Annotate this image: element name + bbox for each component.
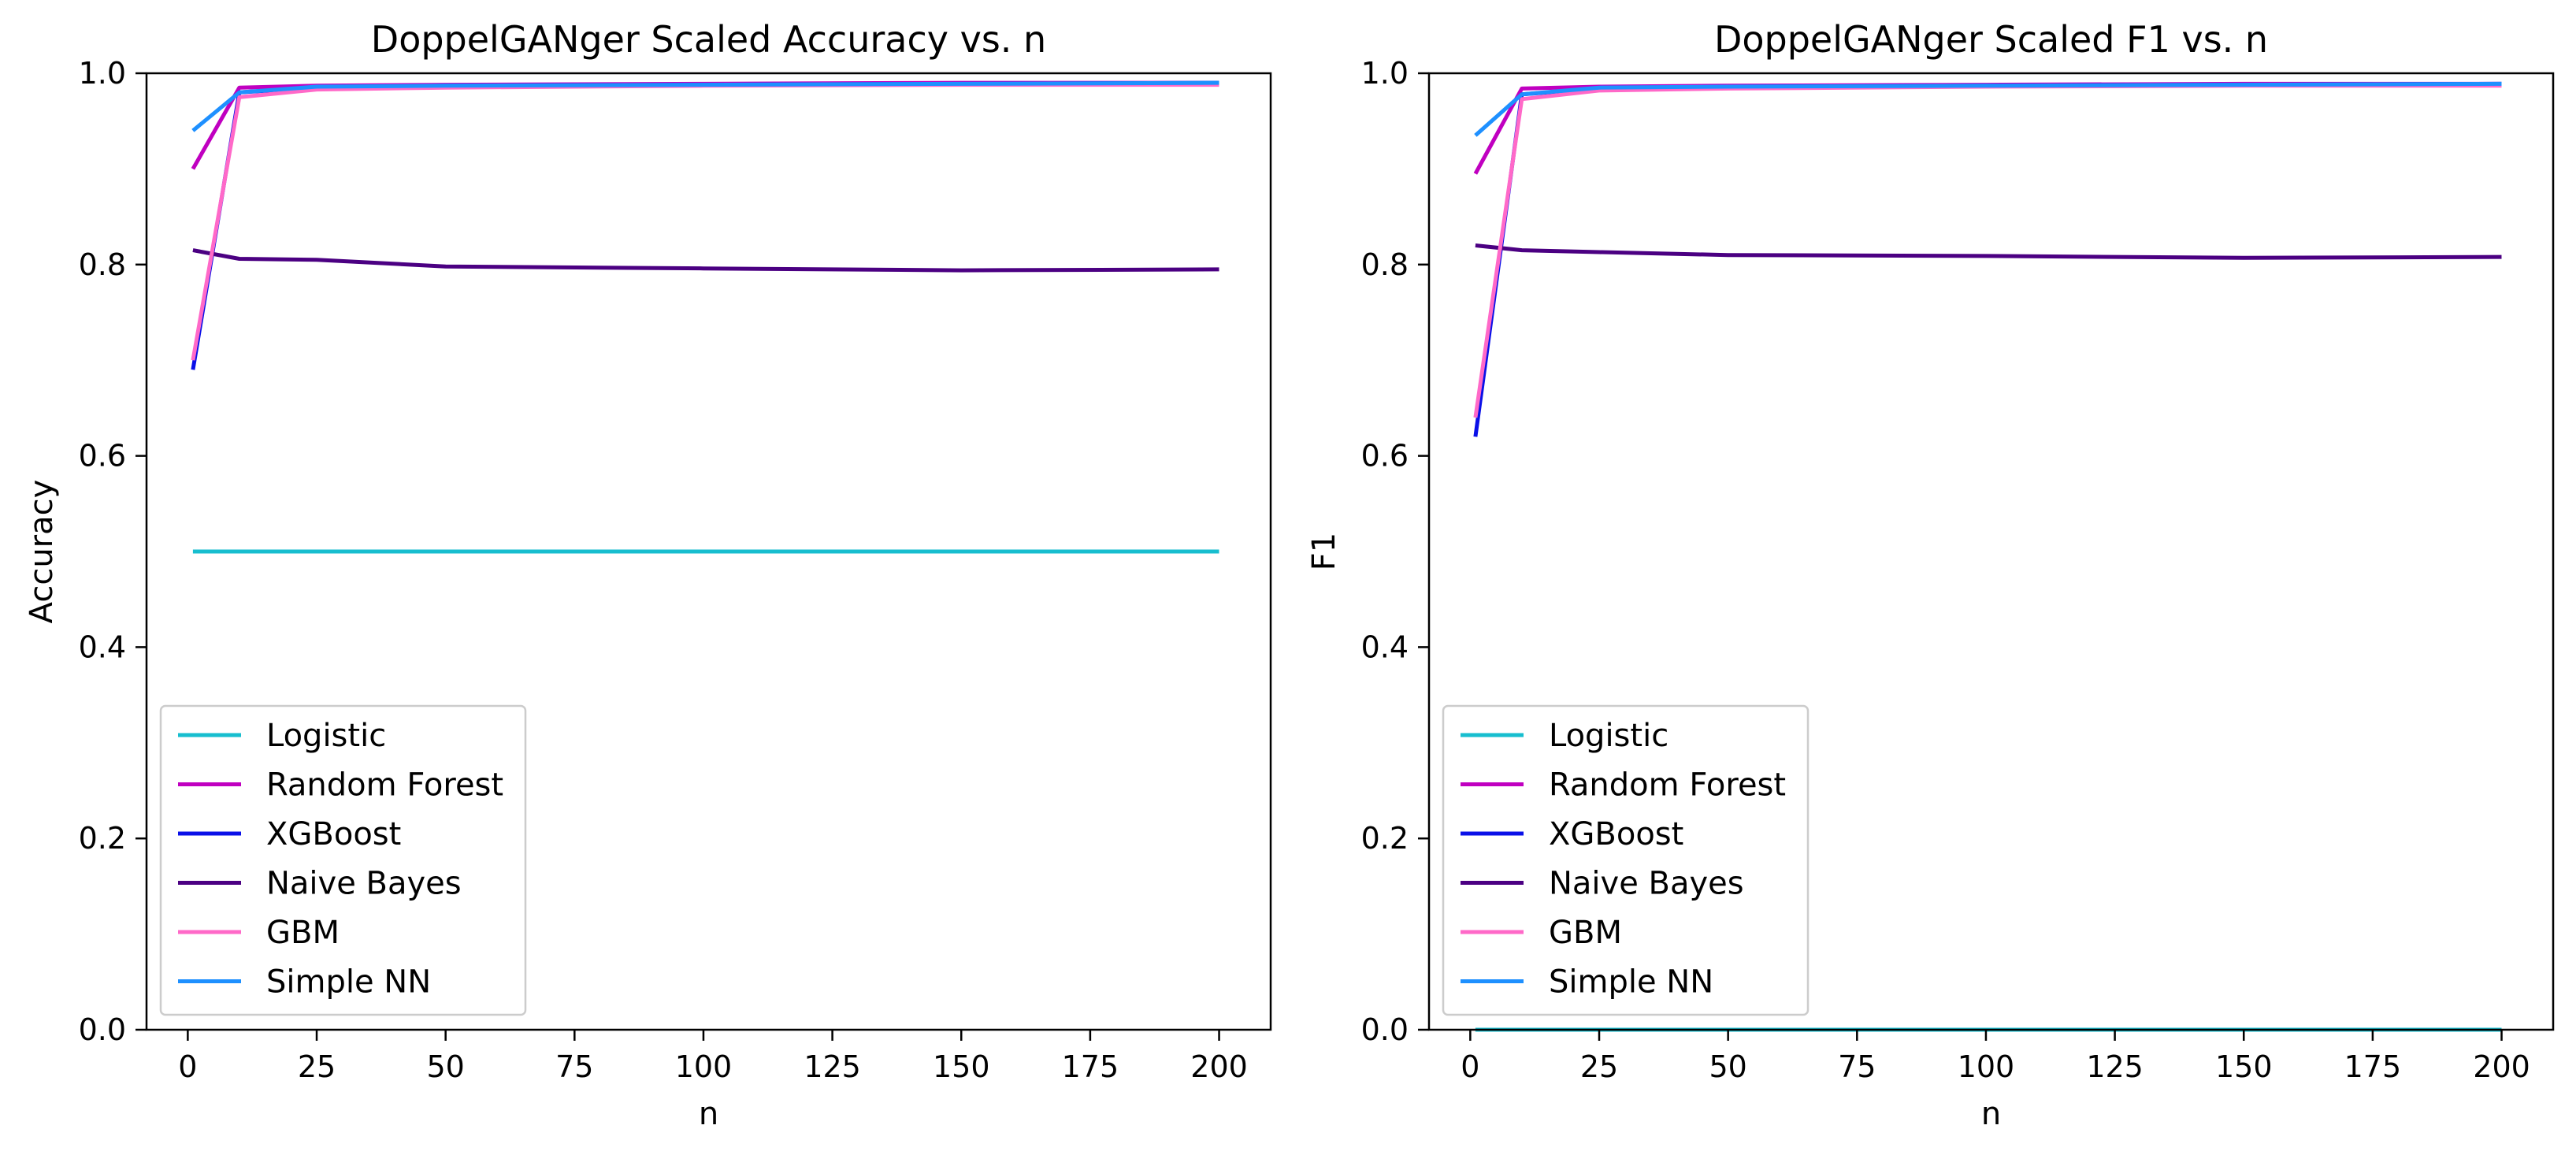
- legend-item-random-forest: Random Forest: [1461, 767, 1786, 804]
- x-tick-label: 125: [2086, 1049, 2144, 1084]
- legend-label: Simple NN: [266, 964, 431, 1001]
- legend-label: GBM: [1549, 915, 1622, 951]
- legend-item-random-forest: Random Forest: [178, 767, 503, 804]
- x-tick-label: 50: [1709, 1049, 1746, 1084]
- x-tick-label: 175: [1062, 1049, 1119, 1084]
- y-tick-label: 0.8: [79, 247, 126, 282]
- series-line-xgboost: [1473, 81, 2502, 437]
- legend-label: Naive Bayes: [266, 866, 462, 902]
- y-tick-label: 0.0: [79, 1012, 126, 1047]
- series-line-simple-nn: [1474, 81, 2502, 137]
- x-tick-label: 75: [555, 1049, 593, 1084]
- legend-label: Random Forest: [266, 767, 503, 804]
- series-line-naive-bayes: [1475, 243, 2502, 260]
- x-tick-label: 175: [2344, 1049, 2402, 1084]
- f1-chart: 0 25 50 75 100 125 150 175 200 0.0 0.2 0.4 0.6 0.8 1.0…: [1306, 18, 2555, 1132]
- y-tick-label: 0.2: [1361, 821, 1409, 856]
- x-axis-label: n: [699, 1096, 718, 1132]
- x-tick-label: 100: [1958, 1049, 2015, 1084]
- series-line-naive-bayes: [192, 248, 1219, 273]
- y-tick-label: 0.4: [1361, 629, 1409, 664]
- legend-label: XGBoost: [1549, 816, 1683, 852]
- x-tick-label: 25: [298, 1049, 336, 1084]
- axes-frame: [1427, 72, 2555, 1031]
- legend-label: Logistic: [266, 718, 386, 754]
- axes-frame: [145, 72, 1272, 1031]
- x-tick-label: 200: [2473, 1049, 2530, 1084]
- legend: Logistic Random Forest XGBoost Naive Bayes G…: [159, 704, 527, 1016]
- legend-item-gbm: GBM: [178, 915, 340, 951]
- y-tick-label: 1.0: [1361, 56, 1409, 91]
- legend-label: Naive Bayes: [1549, 866, 1744, 902]
- series-line-simple-nn: [191, 80, 1219, 132]
- x-tick-label: 200: [1190, 1049, 1248, 1084]
- y-tick-label: 0.8: [1361, 247, 1409, 282]
- legend-label: Logistic: [1549, 718, 1668, 754]
- series-line-gbm: [191, 83, 1219, 361]
- x-tick-label: 0: [1461, 1049, 1479, 1084]
- legend-item-naive-bayes: Naive Bayes: [178, 866, 462, 902]
- y-tick-label: 0.4: [79, 629, 126, 664]
- y-axis-label: Accuracy: [24, 480, 60, 624]
- legend-label: Simple NN: [1549, 964, 1713, 1001]
- accuracy-chart: 0 25 50 75 100 125 150 175 200 0.0 0.2 0.4 0.6 0.8 1.0…: [24, 18, 1272, 1132]
- y-tick-label: 0.6: [79, 439, 126, 474]
- legend-label: GBM: [266, 915, 340, 951]
- y-tick-label: 0.2: [79, 821, 126, 856]
- legend-item-simple-nn: Simple NN: [178, 964, 431, 1001]
- legend-item-simple-nn: Simple NN: [1461, 964, 1713, 1001]
- legend-frame: [1442, 704, 1810, 1016]
- legend-label: Random Forest: [1549, 767, 1786, 804]
- series-line-random-forest: [191, 80, 1219, 170]
- x-tick-label: 150: [933, 1049, 990, 1084]
- legend-item-naive-bayes: Naive Bayes: [1461, 866, 1744, 902]
- legend-frame: [159, 704, 527, 1016]
- legend-item-xgboost: XGBoost: [1461, 816, 1683, 852]
- x-tick-label: 0: [178, 1049, 197, 1084]
- x-tick-label: 50: [426, 1049, 464, 1084]
- y-tick-label: 0.0: [1361, 1012, 1409, 1047]
- y-tick-label: 0.6: [1361, 439, 1409, 474]
- x-tick-label: 150: [2215, 1049, 2273, 1084]
- x-tick-label: 125: [804, 1049, 861, 1084]
- chart-title: DoppelGANger Scaled Accuracy vs. n: [371, 18, 1046, 61]
- legend-item-logistic: Logistic: [178, 718, 386, 754]
- y-tick-label: 1.0: [79, 56, 126, 91]
- legend-item-xgboost: XGBoost: [178, 816, 401, 852]
- y-axis-label: F1: [1306, 533, 1342, 570]
- series-line-xgboost: [191, 80, 1219, 370]
- legend-item-gbm: GBM: [1461, 915, 1622, 951]
- series-line-random-forest: [1473, 81, 2502, 175]
- x-axis-label: n: [1981, 1096, 2001, 1132]
- legend: Logistic Random Forest XGBoost Naive Bayes G…: [1442, 704, 1810, 1016]
- chart-title: DoppelGANger Scaled F1 vs. n: [1714, 18, 2268, 61]
- x-tick-label: 25: [1580, 1049, 1618, 1084]
- x-tick-label: 75: [1838, 1049, 1876, 1084]
- legend-label: XGBoost: [266, 816, 401, 852]
- x-tick-label: 100: [675, 1049, 733, 1084]
- plot-area: [191, 80, 1219, 554]
- legend-item-logistic: Logistic: [1461, 718, 1668, 754]
